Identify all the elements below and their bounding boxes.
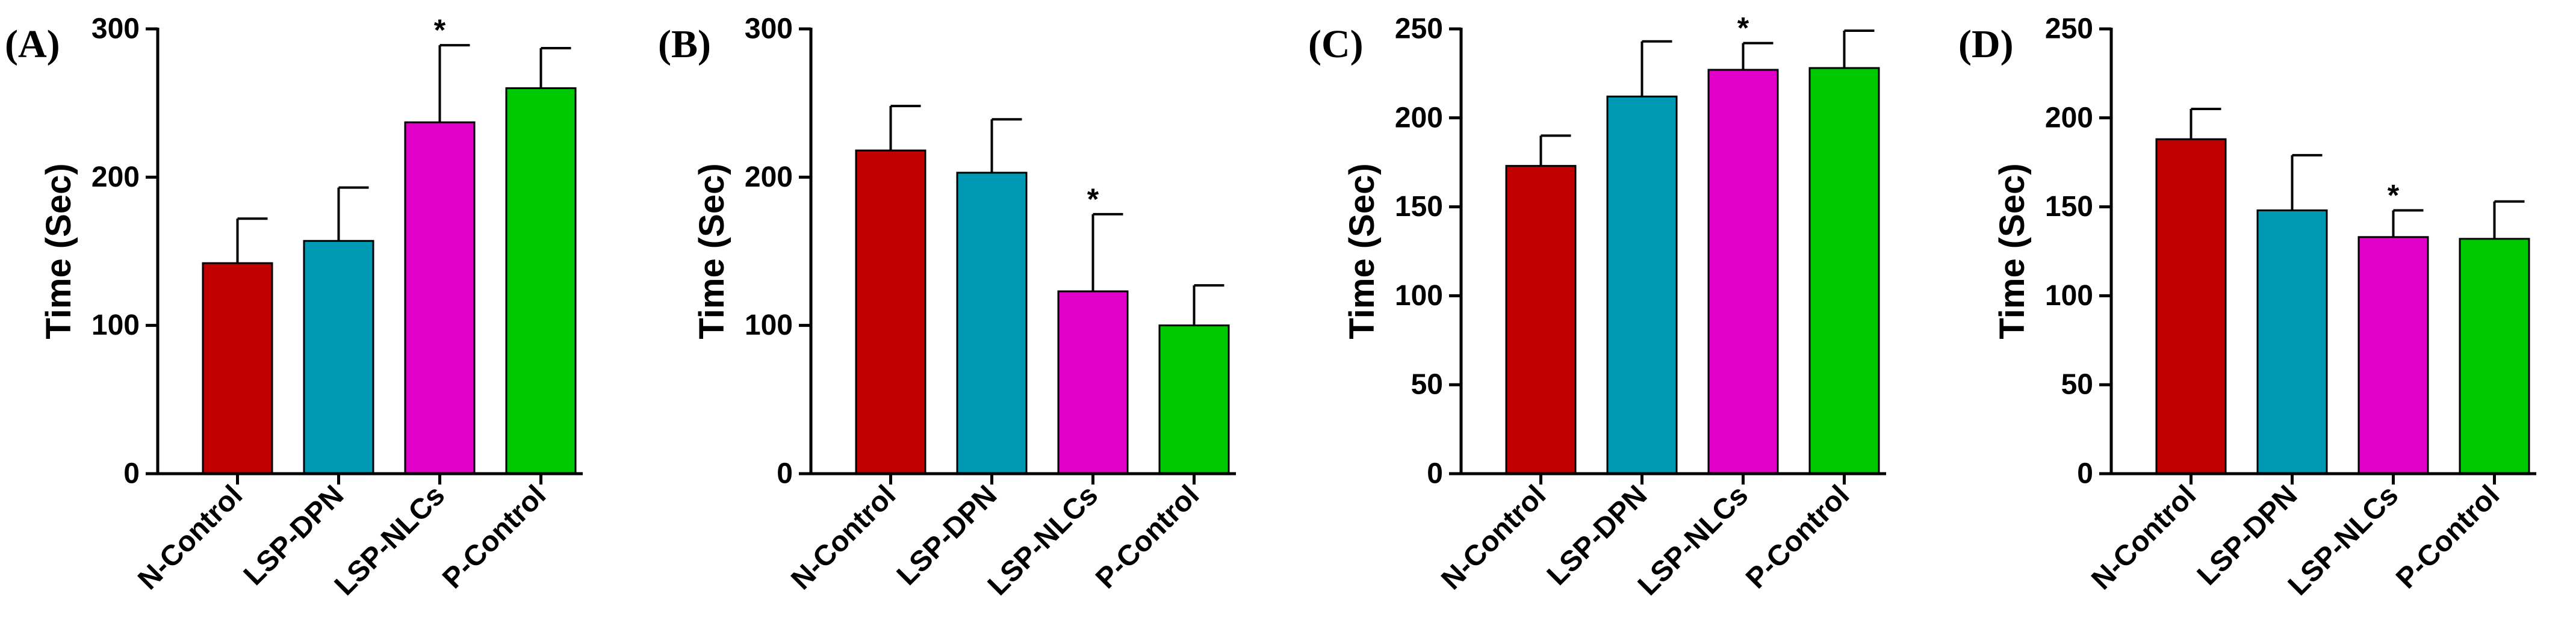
significance-marker: * <box>1087 182 1099 216</box>
y-tick-label: 0 <box>1427 458 1443 490</box>
y-tick-label: 50 <box>1411 369 1443 401</box>
significance-marker: * <box>434 13 446 47</box>
panel-letter: (A) <box>5 22 60 66</box>
panel-d: (D)Time (Sec)N-ControlLSP-DPN*LSP-NLCsP-… <box>1958 13 2536 602</box>
x-tick-label: N-Control <box>132 479 249 596</box>
y-tick-label: 0 <box>2077 458 2093 490</box>
y-tick-label: 100 <box>745 309 793 341</box>
bar-lsp-dpn <box>2256 209 2328 475</box>
bar-lsp-dpn <box>1606 95 1678 475</box>
panel-letter: (B) <box>658 22 711 66</box>
y-axis-label: Time (Sec) <box>692 163 731 339</box>
x-tick-label: P-Control <box>2390 479 2506 595</box>
y-axis-label: Time (Sec) <box>39 163 78 339</box>
bar-lsp-nlcs <box>2357 236 2429 475</box>
bar-n-control <box>2155 138 2227 475</box>
bar-p-control <box>505 87 577 475</box>
bar-lsp-nlcs <box>1057 290 1129 475</box>
bar-lsp-dpn <box>956 172 1028 475</box>
bar-p-control <box>2459 238 2530 475</box>
panel-letter: (D) <box>1958 22 2014 66</box>
bar-lsp-nlcs <box>404 121 476 475</box>
x-tick-label: N-Control <box>2085 479 2202 596</box>
y-tick-label: 100 <box>2045 280 2093 312</box>
panel-c: (C)Time (Sec)N-ControlLSP-DPN*LSP-NLCsP-… <box>1308 11 1886 602</box>
x-tick-label: LSP-NLCs <box>2282 479 2404 601</box>
panel-letter: (C) <box>1308 22 1364 66</box>
y-tick-label: 50 <box>2061 369 2093 401</box>
bar-p-control <box>1158 324 1230 475</box>
y-tick-label: 200 <box>92 161 140 193</box>
bar-p-control <box>1808 67 1880 475</box>
y-tick-label: 300 <box>745 13 793 45</box>
significance-marker: * <box>1737 11 1749 45</box>
y-axis-label: Time (Sec) <box>1993 163 2032 339</box>
x-tick-label: N-Control <box>785 479 902 596</box>
y-tick-label: 300 <box>92 13 140 45</box>
y-tick-label: 250 <box>1395 13 1443 45</box>
panel-a: (A)Time (Sec)N-ControlLSP-DPN*LSP-NLCsP-… <box>5 13 583 602</box>
y-tick-label: 150 <box>2045 191 2093 223</box>
bar-n-control <box>855 149 926 475</box>
bar-n-control <box>202 262 273 475</box>
significance-marker: * <box>2388 179 2400 212</box>
y-tick-label: 150 <box>1395 191 1443 223</box>
y-tick-label: 0 <box>777 458 793 490</box>
bar-lsp-nlcs <box>1707 69 1779 475</box>
x-tick-label: LSP-NLCs <box>329 479 451 601</box>
x-tick-label: P-Control <box>436 479 552 595</box>
bar-n-control <box>1505 165 1577 475</box>
x-tick-label: P-Control <box>1090 479 1205 595</box>
panel-b: (B)Time (Sec)N-ControlLSP-DPN*LSP-NLCsP-… <box>658 13 1236 602</box>
y-tick-label: 100 <box>1395 280 1443 312</box>
y-tick-label: 200 <box>2045 102 2093 134</box>
y-tick-label: 0 <box>123 458 140 490</box>
x-tick-label: LSP-NLCs <box>982 479 1104 601</box>
bar-lsp-dpn <box>303 240 374 475</box>
x-tick-label: P-Control <box>1740 479 1855 595</box>
y-tick-label: 250 <box>2045 13 2093 45</box>
y-tick-label: 100 <box>92 309 140 341</box>
y-axis-label: Time (Sec) <box>1342 163 1382 339</box>
x-tick-label: N-Control <box>1435 479 1552 596</box>
x-tick-label: LSP-NLCs <box>1632 479 1754 601</box>
y-tick-label: 200 <box>745 161 793 193</box>
y-tick-label: 200 <box>1395 102 1443 134</box>
